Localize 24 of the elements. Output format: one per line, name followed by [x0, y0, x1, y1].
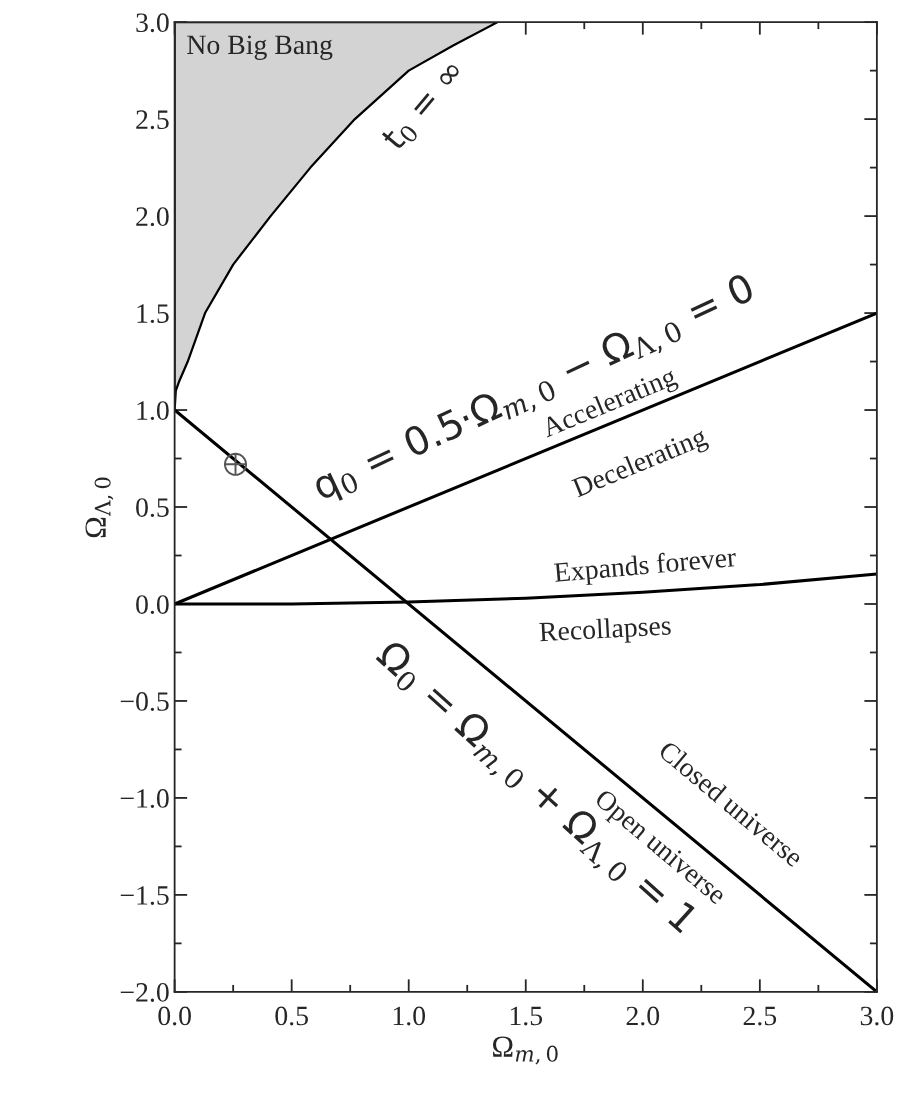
x-tick-label: 2.5 [743, 1006, 777, 1026]
y-tick-label: 2.0 [136, 207, 169, 227]
x-tick-label: 1.5 [510, 1006, 543, 1026]
y-tick-label: 2.5 [136, 110, 169, 130]
y-tick-label: 1.5 [137, 304, 169, 324]
annotation: Expands forever [553, 546, 738, 588]
y-tick-label: −1.5 [120, 886, 169, 905]
annotation: No Big Bang [187, 35, 333, 60]
annotation: t$_{0}$ = ∞ [380, 58, 468, 155]
x-tick-label: 2.0 [626, 1006, 660, 1026]
y-tick-label: 0.0 [136, 595, 169, 615]
y-tick-label: −2.0 [120, 983, 169, 1002]
x-tick-label: 1.0 [393, 1006, 426, 1026]
annotation: Recollapses [539, 615, 672, 648]
x-axis-title: Ω$_{m,0}$ [492, 1036, 558, 1065]
y-tick-label: 1.0 [137, 401, 169, 421]
x-tick-label: 0.5 [275, 1006, 308, 1026]
x-tick-label: 3.0 [860, 1006, 894, 1026]
y-tick-label: 3.0 [136, 13, 169, 33]
x-tick-label: 0.0 [158, 1006, 191, 1026]
y-tick-label: −0.5 [120, 692, 169, 711]
y-axis-title: Ω$_{Λ,0}$ [85, 477, 114, 538]
y-tick-label: −1.0 [120, 789, 169, 808]
y-tick-label: 0.5 [136, 498, 169, 518]
